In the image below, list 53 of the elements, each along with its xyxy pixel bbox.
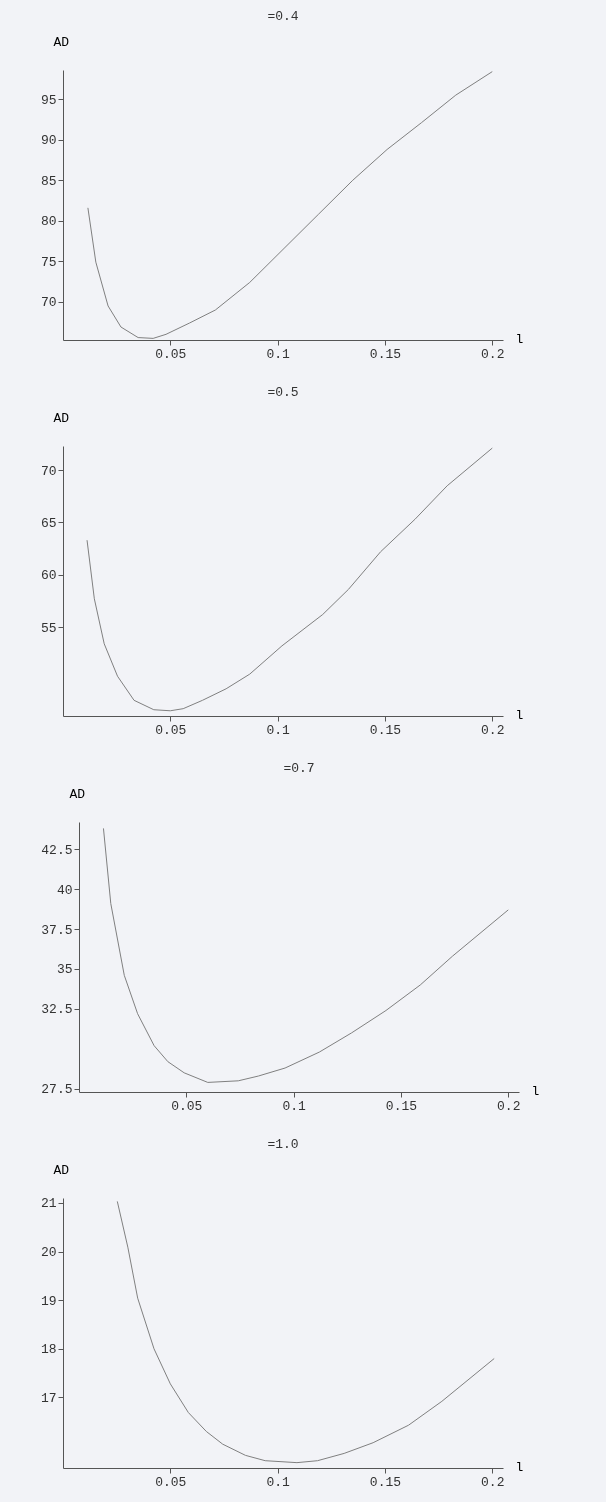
x-tick-label: 0.05 — [155, 722, 187, 738]
y-tick-label: 60 — [40, 568, 57, 584]
x-tick-label: 0.2 — [497, 1098, 521, 1114]
line-series — [102, 827, 509, 1083]
chart-title: =0.5 — [267, 385, 299, 400]
y-axis-title: AD — [53, 34, 70, 50]
x-tick-label: 0.1 — [266, 1474, 291, 1490]
y-tick-label: 17 — [40, 1390, 57, 1406]
y-tick-label: 35 — [56, 962, 73, 978]
x-tick-label: 0.2 — [481, 346, 505, 362]
x-tick-label: 0.15 — [369, 1474, 402, 1490]
line-series — [86, 447, 493, 712]
x-tick-label: 0.2 — [481, 722, 505, 738]
y-tick-label: 37.5 — [41, 922, 73, 938]
y-tick-label: 80 — [40, 214, 57, 230]
x-tick-label: 0.1 — [282, 1098, 307, 1114]
y-tick-label: 40 — [56, 882, 73, 898]
x-tick-label: 0.15 — [369, 722, 402, 738]
y-tick-label: 95 — [40, 92, 57, 108]
x-tick-label: 0.15 — [385, 1098, 418, 1114]
x-tick-label: 0.1 — [266, 722, 291, 738]
x-tick-label: 0.05 — [155, 1474, 187, 1490]
y-tick-label: 19 — [40, 1293, 57, 1309]
x-tick-label: 0.2 — [481, 1474, 505, 1490]
chart-title: =1.0 — [267, 1137, 299, 1152]
line-series — [87, 71, 493, 339]
y-axis-title: AD — [53, 1162, 70, 1178]
y-tick-label: 42.5 — [41, 842, 73, 858]
x-tick-label: 0.05 — [155, 346, 187, 362]
y-tick-label: 55 — [40, 620, 57, 636]
y-tick-label: 20 — [40, 1245, 57, 1261]
line-series — [116, 1200, 495, 1464]
y-tick-label: 70 — [40, 463, 57, 479]
x-axis-title: l — [515, 1459, 524, 1475]
y-tick-label: 21 — [40, 1196, 57, 1212]
x-tick-label: 0.1 — [266, 346, 291, 362]
y-axis-title: AD — [53, 410, 70, 426]
x-axis-title: l — [531, 1083, 540, 1099]
y-tick-label: 65 — [40, 515, 57, 531]
y-tick-label: 85 — [40, 173, 57, 189]
y-tick-label: 32.5 — [41, 1002, 73, 1018]
x-axis-title: l — [515, 331, 524, 347]
y-tick-label: 70 — [40, 295, 57, 311]
chart-title: =0.4 — [267, 9, 299, 24]
y-tick-label: 27.5 — [41, 1082, 73, 1098]
x-tick-label: 0.15 — [369, 346, 402, 362]
x-axis-title: l — [515, 707, 524, 723]
y-tick-label: 18 — [40, 1342, 57, 1358]
chart-title: =0.7 — [283, 761, 315, 776]
y-axis-title: AD — [69, 786, 86, 802]
y-tick-label: 90 — [40, 133, 57, 149]
x-tick-label: 0.05 — [171, 1098, 203, 1114]
y-tick-label: 75 — [40, 254, 57, 270]
